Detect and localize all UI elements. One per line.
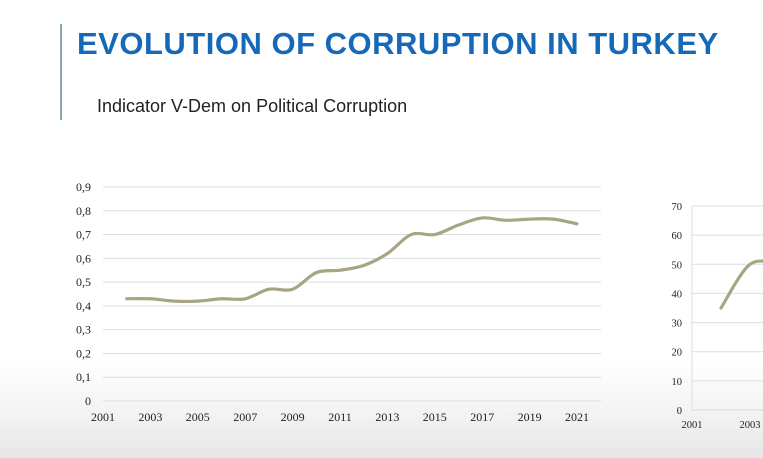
x-tick-label: 2021 (565, 410, 589, 424)
y-tick-label: 40 (672, 289, 683, 300)
y-tick-label: 30 (672, 319, 683, 330)
accent-bar (60, 24, 62, 120)
series-points (720, 264, 751, 309)
y-tick-label: 10 (672, 377, 683, 388)
y-tick-label: 0,8 (76, 204, 91, 218)
x-tick-label: 2001 (682, 420, 703, 431)
y-tick-label: 60 (672, 231, 683, 242)
y-tick-label: 0,5 (76, 275, 91, 289)
y-tick-label: 0 (677, 406, 682, 417)
y-tick-label: 0 (85, 394, 91, 408)
y-tick-label: 0,6 (76, 251, 91, 265)
y-tick-label: 0,2 (76, 346, 91, 360)
y-tick-label: 0,3 (76, 323, 91, 337)
series-line (125, 216, 579, 304)
x-tick-label: 2017 (470, 410, 494, 424)
x-tick-label: 2019 (518, 410, 542, 424)
y-tick-label: 70 (672, 202, 683, 213)
x-tick-label: 2013 (375, 410, 399, 424)
x-tick-label: 2007 (233, 410, 257, 424)
x-tick-label: 2009 (281, 410, 305, 424)
slide-subtitle: Indicator V-Dem on Political Corruption (97, 96, 408, 116)
y-tick-label: 0,1 (76, 370, 91, 384)
y-tick-label: 0,4 (76, 299, 91, 313)
x-tick-label: 2003 (740, 420, 761, 431)
x-tick-label: 2011 (328, 410, 352, 424)
series-points (126, 217, 578, 302)
x-tick-label: 2015 (423, 410, 447, 424)
series-line (719, 259, 763, 310)
x-tick-label: 2003 (138, 410, 162, 424)
x-tick-label: 2001 (91, 410, 115, 424)
slide-title: EVOLUTION OF CORRUPTION IN TURKEY (77, 26, 719, 61)
x-tick-label: 2005 (186, 410, 210, 424)
y-tick-label: 50 (672, 260, 683, 271)
y-tick-label: 0,7 (76, 228, 91, 242)
y-tick-label: 20 (672, 348, 683, 359)
y-tick-label: 0,9 (76, 180, 91, 194)
